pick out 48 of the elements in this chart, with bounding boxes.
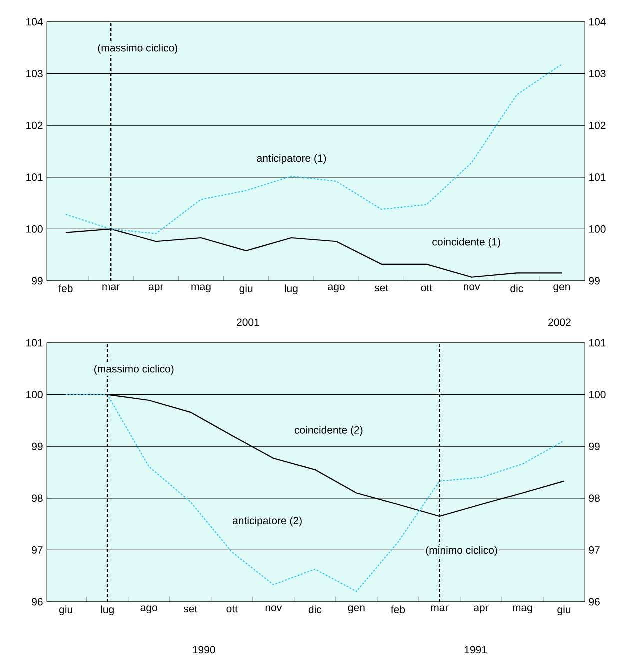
x-tick-label: mag	[513, 606, 532, 614]
series-label: coincidente (1)	[432, 238, 500, 248]
x-tick-label: feb	[58, 284, 73, 292]
y-tick-label: 103	[590, 70, 606, 78]
x-tick-label: mar	[431, 606, 449, 612]
x-tick-label: set	[374, 284, 389, 292]
x-tick-label: giu	[558, 606, 571, 616]
x-tick-label: mag	[192, 284, 211, 293]
y-tick-label: 104	[590, 18, 606, 26]
text: 2001	[237, 318, 260, 326]
x-tick-label: lug	[285, 284, 298, 294]
y-tick-label: 101	[26, 339, 43, 347]
y-tick-label: 96	[32, 598, 43, 606]
text: 1991	[464, 646, 487, 654]
x-tick-label: mar	[102, 284, 120, 290]
series-label: anticipatore (2)	[233, 516, 302, 527]
x-tick-label: gen	[348, 606, 365, 614]
text: coincidente (2)	[294, 426, 363, 436]
y-tick-label: 98	[32, 494, 43, 502]
text: 1990	[193, 646, 216, 654]
series-label: anticipatore (1)	[257, 154, 326, 164]
y-tick-label: 99	[32, 442, 43, 450]
x-tick-label: apr	[474, 606, 489, 614]
y-tick-label: 102	[590, 122, 606, 130]
x-tick-label: dic	[308, 606, 322, 614]
y-tick-label: 100	[590, 225, 606, 233]
x-tick-label: apr	[148, 284, 164, 293]
x-tick-label: lug	[101, 606, 114, 616]
x-tick-label: ago	[328, 284, 345, 293]
x-tick-label: ago	[140, 606, 158, 614]
y-tick-label: 100	[26, 391, 43, 399]
x-tick-label: nov	[464, 284, 480, 290]
x-tick-label: dic	[510, 284, 524, 292]
x-tick-label: ott	[226, 606, 238, 613]
x-tick-label: nov	[266, 606, 282, 612]
ref-line-label: (massimo ciclico)	[94, 365, 174, 375]
x-tick-label: gen	[554, 284, 570, 293]
y-tick-label: 99	[589, 277, 600, 285]
ref-line-label: (massimo ciclico)	[98, 44, 178, 54]
ref-line-label: (minimo ciclico)	[426, 546, 498, 556]
y-tick-label: 101	[590, 174, 606, 182]
x-tick-label: ott	[421, 284, 432, 292]
y-tick-label: 97	[32, 546, 43, 554]
x-tick-label: giu	[60, 606, 72, 616]
text: 2002	[548, 318, 571, 326]
x-tick-label: giu	[240, 284, 253, 294]
x-tick-label: feb	[391, 606, 406, 614]
x-tick-label: set	[184, 606, 198, 613]
